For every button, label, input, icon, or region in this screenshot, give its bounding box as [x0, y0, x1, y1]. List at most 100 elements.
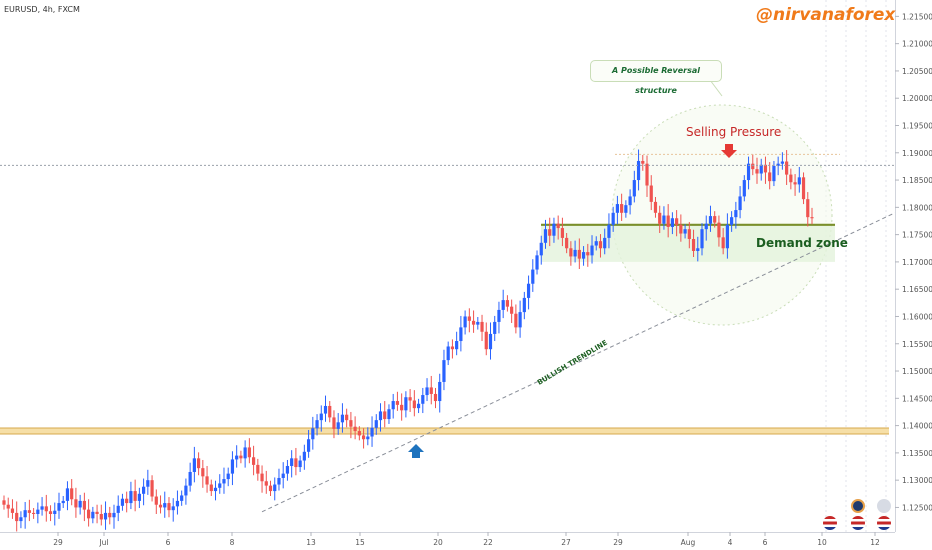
candle-body[interactable] — [378, 411, 383, 421]
candle-body[interactable] — [103, 512, 108, 520]
candle-body[interactable] — [65, 488, 70, 501]
candle-body[interactable] — [213, 487, 218, 492]
candle-body[interactable] — [87, 509, 91, 519]
candle-body[interactable] — [598, 241, 603, 249]
candle-body[interactable] — [226, 473, 230, 480]
candle-body[interactable] — [82, 500, 86, 510]
candle-body[interactable] — [450, 346, 455, 350]
candle-body[interactable] — [192, 458, 196, 472]
candle-body[interactable] — [658, 212, 662, 224]
candle-body[interactable] — [505, 300, 510, 307]
candle-body[interactable] — [501, 300, 505, 310]
candle-body[interactable] — [2, 500, 6, 505]
candle-body[interactable] — [526, 283, 531, 298]
candle-body[interactable] — [535, 255, 539, 270]
candle-body[interactable] — [497, 309, 501, 322]
candle-body[interactable] — [653, 201, 658, 213]
candle-body[interactable] — [311, 428, 315, 440]
candle-body[interactable] — [548, 229, 552, 236]
us-flag-icon[interactable] — [877, 516, 891, 530]
candle-body[interactable] — [112, 512, 116, 518]
candle-body[interactable] — [306, 439, 311, 452]
candle-body[interactable] — [768, 172, 772, 182]
candle-body[interactable] — [797, 177, 801, 185]
candle-body[interactable] — [146, 480, 150, 487]
candle-body[interactable] — [209, 484, 213, 492]
candle-body[interactable] — [40, 506, 44, 510]
candle-body[interactable] — [742, 180, 746, 197]
candle-body[interactable] — [353, 426, 357, 432]
candle-body[interactable] — [268, 485, 273, 492]
candle-body[interactable] — [421, 395, 425, 404]
candle-body[interactable] — [573, 249, 577, 257]
candle-body[interactable] — [412, 400, 416, 409]
candle-body[interactable] — [687, 229, 691, 239]
candle-body[interactable] — [201, 468, 205, 477]
candle-body[interactable] — [404, 397, 408, 411]
candle-body[interactable] — [556, 223, 560, 229]
candle-body[interactable] — [302, 451, 306, 461]
candle-body[interactable] — [751, 163, 755, 170]
candle-body[interactable] — [704, 223, 708, 230]
candle-body[interactable] — [315, 420, 319, 429]
candle-body[interactable] — [27, 510, 31, 513]
candle-body[interactable] — [594, 241, 598, 246]
candle-body[interactable] — [569, 248, 573, 257]
candle-body[interactable] — [442, 360, 446, 382]
candle-body[interactable] — [116, 505, 120, 513]
candle-body[interactable] — [755, 169, 759, 174]
candle-body[interactable] — [99, 513, 103, 520]
candle-body[interactable] — [691, 238, 696, 251]
candle-body[interactable] — [154, 496, 158, 505]
candle-body[interactable] — [467, 316, 471, 321]
candle-body[interactable] — [679, 224, 683, 234]
candle-body[interactable] — [247, 447, 251, 458]
candle-body[interactable] — [91, 511, 95, 519]
candle-body[interactable] — [180, 495, 184, 501]
candle-body[interactable] — [425, 387, 429, 396]
candle-body[interactable] — [645, 163, 649, 186]
candle-body[interactable] — [328, 405, 332, 418]
candle-body[interactable] — [675, 218, 679, 225]
candle-body[interactable] — [717, 222, 721, 238]
candle-body[interactable] — [251, 457, 256, 465]
candle-body[interactable] — [277, 477, 281, 485]
event-icon[interactable] — [851, 499, 865, 513]
candle-body[interactable] — [696, 248, 700, 251]
candle-body[interactable] — [476, 321, 480, 325]
candle-body[interactable] — [290, 458, 294, 466]
us-flag-icon[interactable] — [823, 516, 837, 530]
candle-body[interactable] — [607, 224, 611, 238]
candle-body[interactable] — [273, 484, 277, 492]
candle-body[interactable] — [628, 196, 632, 206]
candle-body[interactable] — [603, 237, 607, 249]
candle-body[interactable] — [433, 393, 438, 402]
candle-body[interactable] — [332, 417, 336, 429]
candle-body[interactable] — [586, 252, 590, 256]
candle-body[interactable] — [514, 313, 518, 328]
candle-body[interactable] — [666, 215, 670, 227]
candle-body[interactable] — [184, 485, 188, 496]
candle-body[interactable] — [683, 229, 687, 234]
candle-body[interactable] — [142, 486, 146, 494]
candle-body[interactable] — [129, 491, 133, 504]
candle-body[interactable] — [662, 215, 666, 224]
candle-body[interactable] — [624, 205, 628, 213]
candle-body[interactable] — [611, 212, 615, 225]
candle-body[interactable] — [125, 498, 129, 504]
candle-body[interactable] — [620, 204, 624, 213]
candle-body[interactable] — [285, 465, 290, 474]
candle-body[interactable] — [581, 252, 586, 259]
candle-body[interactable] — [74, 499, 78, 508]
candle-body[interactable] — [708, 216, 713, 224]
candle-body[interactable] — [780, 161, 784, 164]
candle-body[interactable] — [730, 217, 734, 225]
time-axis[interactable]: 29 Jul 6 8 13 15 20 22 27 29 Aug 4 6 10 12 — [0, 532, 895, 547]
candle-body[interactable] — [721, 237, 725, 249]
candle-body[interactable] — [641, 160, 645, 164]
candle-body[interactable] — [6, 504, 10, 509]
candle-body[interactable] — [552, 223, 556, 236]
candle-body[interactable] — [793, 182, 797, 185]
candle-body[interactable] — [746, 163, 751, 181]
candle-body[interactable] — [70, 488, 74, 500]
